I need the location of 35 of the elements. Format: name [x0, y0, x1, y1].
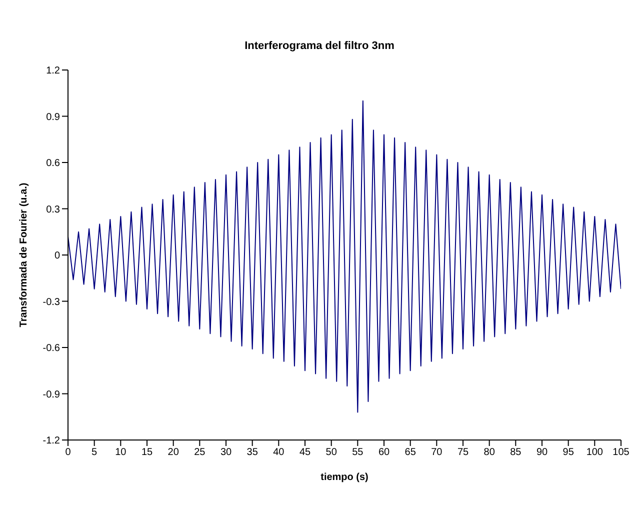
x-tick-label: 0 [65, 447, 72, 458]
y-tick-label: -1.2 [42, 436, 60, 447]
x-tick-label: 65 [404, 447, 416, 458]
line-series [68, 100, 621, 413]
x-tick-label: 90 [536, 447, 548, 458]
x-tick-label: 30 [220, 447, 232, 458]
y-tick-label: 0.6 [46, 158, 60, 170]
x-tick-label: 60 [378, 447, 390, 458]
x-tick-label: 70 [431, 447, 443, 458]
x-tick-label: 5 [92, 447, 98, 458]
y-tick-label: 0.3 [46, 204, 60, 216]
x-tick-label: 15 [141, 447, 153, 458]
x-tick-label: 55 [352, 447, 364, 458]
y-tick-label: 0 [54, 250, 60, 262]
x-tick-label: 105 [612, 447, 630, 458]
x-tick-label: 40 [273, 447, 285, 458]
y-tick-label: -0.6 [42, 343, 60, 354]
x-tick-label: 100 [586, 447, 604, 458]
y-tick-label: 1.2 [46, 66, 60, 77]
y-tick-label: -0.3 [42, 296, 60, 308]
x-axis-title: tiempo (s) [320, 472, 368, 483]
x-tick-label: 20 [168, 447, 180, 458]
x-tick-label: 50 [326, 447, 338, 458]
x-tick-label: 85 [510, 447, 522, 458]
y-tick-label: 0.9 [46, 112, 60, 123]
x-tick-label: 45 [299, 447, 311, 458]
x-tick-label: 25 [194, 447, 206, 458]
x-tick-label: 10 [115, 447, 127, 458]
x-tick-label: 95 [562, 447, 574, 458]
y-axis-title: Transformada de Fourier (u.a.) [18, 182, 30, 328]
y-tick-label: -0.9 [42, 389, 60, 400]
x-tick-label: 35 [246, 447, 258, 458]
chart-title: Interferograma del filtro 3nm [244, 40, 396, 54]
x-tick-label: 75 [457, 447, 469, 458]
x-tick-label: 80 [484, 447, 496, 458]
